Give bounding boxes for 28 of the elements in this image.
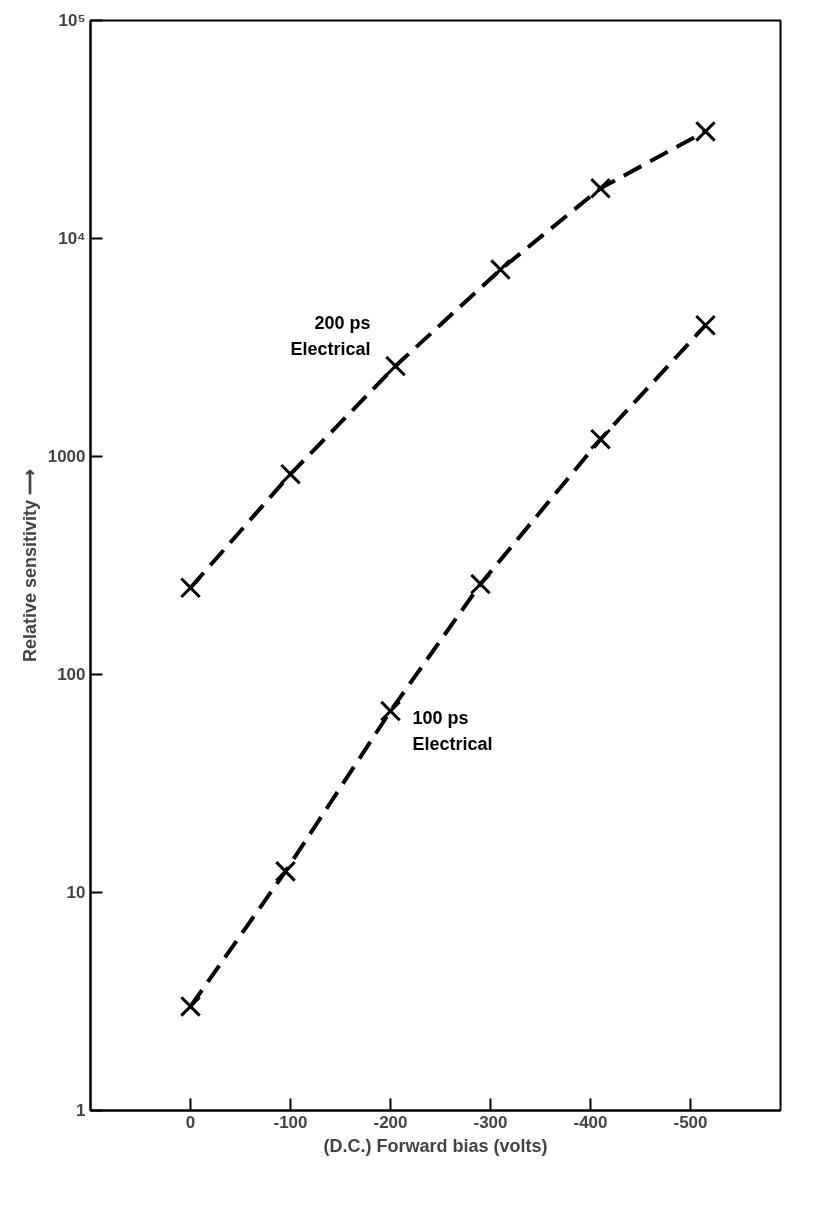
y-tick-label: 1000 [47, 447, 86, 466]
x-tick-label: -500 [673, 1112, 708, 1132]
point [469, 573, 492, 595]
x-axis-title: (D.C.) Forward bias (volts) [323, 1135, 548, 1156]
series-label: 100 ps Electrical [412, 708, 493, 755]
point [694, 120, 717, 143]
y-axis-title: Relative sensitivity ⟶ [19, 468, 40, 663]
point [384, 355, 407, 377]
y-tick-label: 10 [66, 883, 86, 902]
point [379, 700, 402, 722]
series-label: 200 ps Electrical [290, 313, 371, 360]
x-tick-label: -400 [573, 1112, 608, 1132]
y-tick-label: 10⁵ [58, 11, 86, 30]
point [179, 577, 202, 599]
point [489, 258, 512, 281]
point [589, 428, 612, 450]
point [274, 860, 297, 883]
x-tick-label: 0 [185, 1112, 196, 1132]
y-tick-label: 100 [57, 665, 86, 684]
x-tick-label: -200 [373, 1112, 408, 1132]
point [589, 177, 612, 199]
x-tick-label: -300 [473, 1112, 508, 1132]
x-tick-label: -100 [273, 1112, 308, 1132]
point [179, 995, 202, 1018]
point [694, 314, 717, 336]
point [279, 463, 302, 485]
y-tick-label: 1 [76, 1101, 86, 1120]
y-tick-label: 10⁴ [58, 229, 86, 248]
